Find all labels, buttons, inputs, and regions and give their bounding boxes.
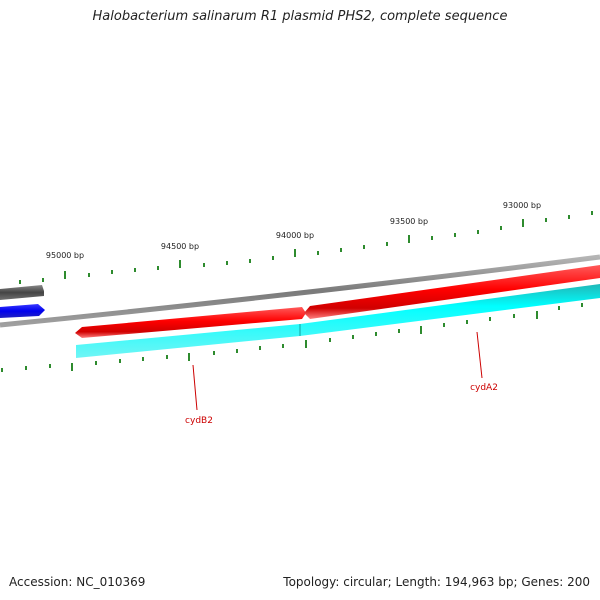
scale-labels: 95000 bp 94500 bp 94000 bp 93500 bp 9300…: [46, 201, 541, 260]
gene-leader-line: [192, 364, 198, 411]
red-gene-right: [304, 265, 600, 319]
accession-text: Accession: NC_010369: [9, 575, 146, 589]
bp-label-93000: 93000 bp: [503, 201, 541, 210]
bp-label-95000: 95000 bp: [46, 251, 84, 260]
blue-gene-feature: [0, 304, 45, 318]
map-title: Halobacterium salinarum R1 plasmid PHS2,…: [92, 9, 508, 24]
topology-summary-text: Topology: circular; Length: 194,963 bp; …: [283, 575, 590, 589]
gene-label-cydB2[interactable]: cydB2: [185, 416, 213, 426]
plasmid-backbone: [0, 254, 600, 328]
gene-label-cydA2[interactable]: cydA2: [470, 383, 498, 393]
cyan-gene-band: [76, 284, 600, 358]
gene-annotation-cydB2[interactable]: cydB2: [185, 364, 213, 426]
dark-gene-feature: [0, 285, 44, 300]
bp-label-94500: 94500 bp: [161, 242, 199, 251]
bp-label-93500: 93500 bp: [390, 217, 428, 226]
bp-label-94000: 94000 bp: [276, 231, 314, 240]
outer-ticks: [19, 211, 593, 284]
inner-ticks: [1, 303, 583, 372]
red-gene-left: [75, 307, 306, 338]
gene-annotation-cydA2[interactable]: cydA2: [470, 331, 498, 393]
gene-leader-line: [476, 331, 483, 379]
